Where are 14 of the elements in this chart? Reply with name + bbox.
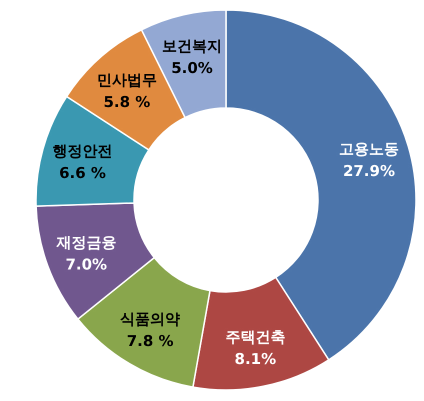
data-label: 6.6 % — [59, 164, 106, 182]
slice-label: 고용노동 — [338, 140, 399, 158]
slice-label: 보건복지 — [162, 36, 222, 55]
data-label: 8.1% — [234, 350, 276, 368]
data-label: 5.8 % — [103, 92, 150, 111]
data-label: 7.8 % — [126, 332, 174, 350]
slice-label: 주택건축 — [225, 328, 286, 346]
slice-label: 재정금융 — [55, 234, 116, 252]
data-label: 7.0% — [65, 256, 108, 274]
slice-label: 민사법무 — [96, 70, 157, 89]
data-label: 27.9% — [342, 162, 395, 180]
slice-label: 식품의약 — [120, 310, 180, 328]
slice-label: 행정안전 — [52, 142, 112, 160]
data-label: 5.0% — [171, 58, 213, 77]
